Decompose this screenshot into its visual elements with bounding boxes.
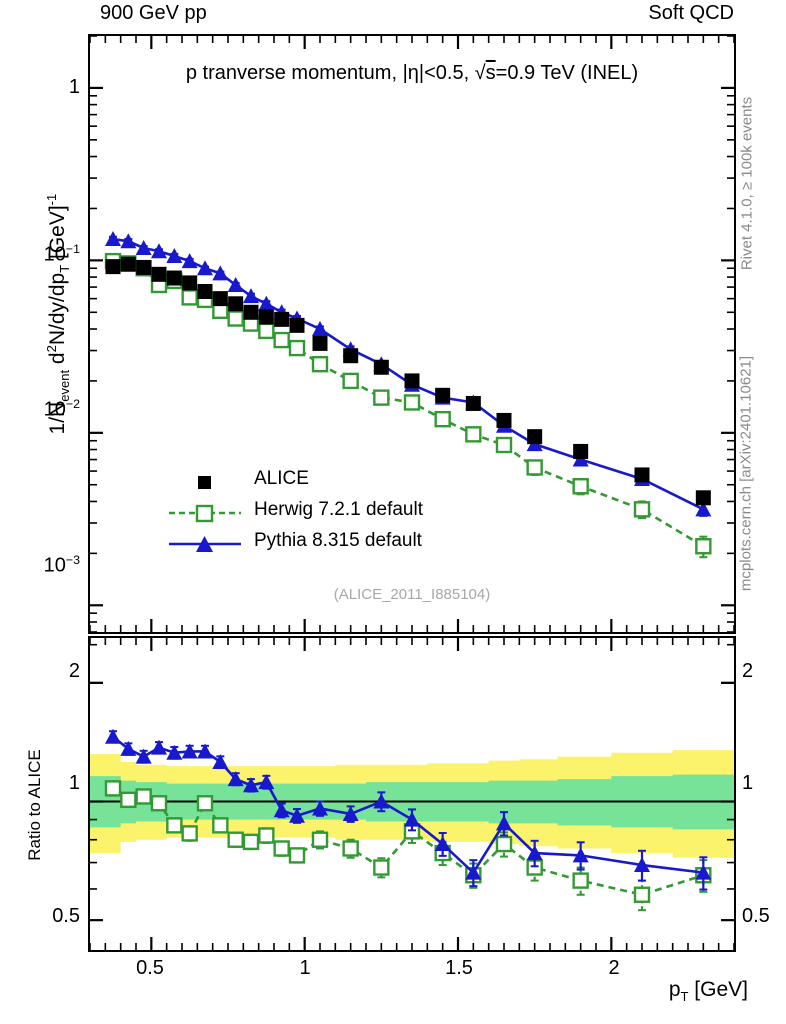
plot-title: p tranverse momentum, |η|<0.5, √s=0.9 Te… xyxy=(185,62,639,84)
x-axis-title: pT [GeV] xyxy=(668,978,748,1005)
legend-key-pythia xyxy=(169,536,241,552)
x-tick-label-15: 1.5 xyxy=(445,957,473,979)
legend-key-herwig xyxy=(169,504,241,523)
ratio-y-tick-label-2-right: 2 xyxy=(742,660,754,682)
ratio-y-tick-label-05-left: 0.5 xyxy=(52,905,80,927)
header-beam-label: 900 GeV pp xyxy=(100,2,207,24)
ratio-plot-panel xyxy=(88,636,736,952)
ratio-y-tick-label-1-left: 1 xyxy=(68,772,80,794)
y-tick-label-1e-2: 10−2 xyxy=(43,397,80,421)
main-plot-canvas xyxy=(90,36,734,632)
x-tick-label-2: 2 xyxy=(608,957,620,979)
y-axis-title-main: 1/Nevent d2N/dy/dpT [GeV]-1 xyxy=(43,193,73,435)
main-plot-area xyxy=(90,36,734,632)
ratio-plot-area xyxy=(90,638,734,950)
y-tick-label-1e-1: 10−1 xyxy=(43,242,80,266)
header-category-label: Soft QCD xyxy=(648,2,734,24)
ratio-y-tick-label-2-left: 2 xyxy=(68,660,80,682)
side-label-rivet: Rivet 4.1.0, ≥ 100k events xyxy=(738,96,756,271)
y-tick-label-1e-3: 10−3 xyxy=(43,553,80,577)
side-label-mcplots: mcplots.cern.ch [arXiv:2401.10621] xyxy=(737,355,755,592)
legend-label-pythia: Pythia 8.315 default xyxy=(254,530,422,551)
ratio-plot-canvas xyxy=(90,638,734,950)
legend-label-herwig: Herwig 7.2.1 default xyxy=(254,499,423,520)
header: 900 GeV pp Soft QCD xyxy=(0,2,786,30)
x-tick-label-1: 1 xyxy=(299,957,311,979)
analysis-id-watermark: (ALICE_2011_I885104) xyxy=(333,586,491,603)
legend-key-alice xyxy=(198,476,211,489)
y-axis-title-ratio: Ratio to ALICE xyxy=(25,749,44,861)
y-tick-label-1: 1 xyxy=(68,76,80,98)
x-tick-label-05: 0.5 xyxy=(136,957,164,979)
ratio-y-tick-label-05-right: 0.5 xyxy=(742,905,770,927)
main-plot-panel xyxy=(88,34,736,634)
ratio-y-tick-label-1-right: 1 xyxy=(742,772,754,794)
legend-label-alice: ALICE xyxy=(254,468,309,489)
